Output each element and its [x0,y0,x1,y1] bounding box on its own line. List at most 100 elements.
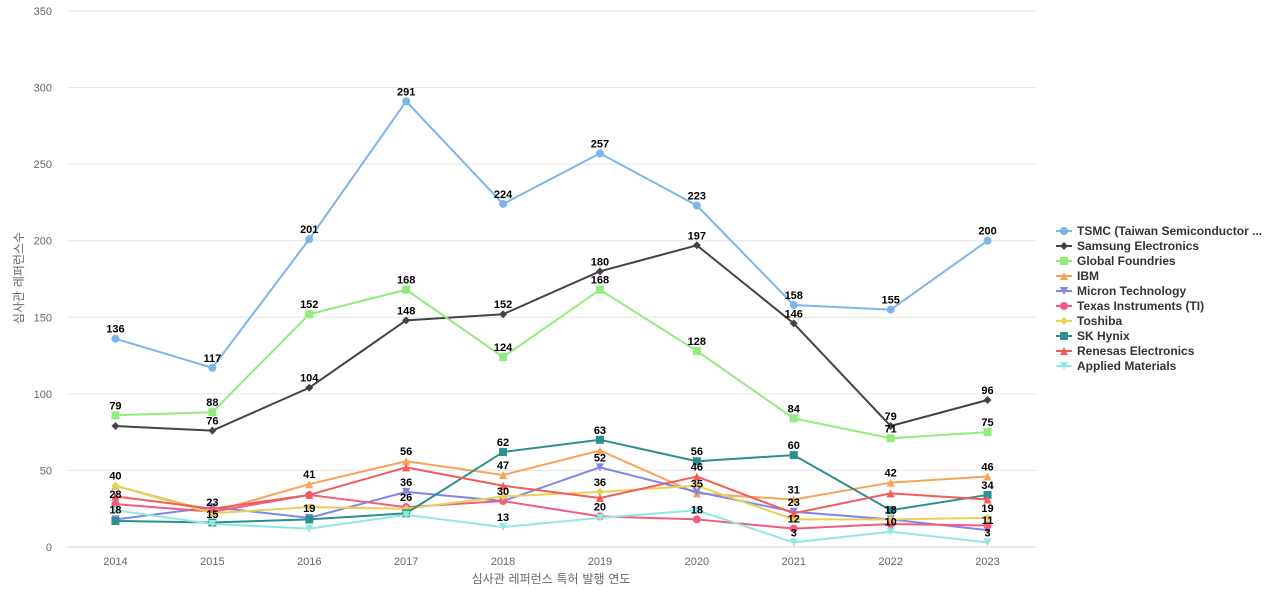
data-point[interactable] [402,285,411,294]
data-point[interactable] [111,500,120,509]
data-point[interactable] [983,428,992,437]
data-point[interactable] [595,267,604,276]
series-line[interactable] [114,438,989,524]
data-point[interactable] [789,495,798,504]
data-point[interactable] [692,472,701,481]
data-point[interactable] [789,524,798,533]
legend-marker[interactable] [1060,287,1068,295]
data-point[interactable] [983,236,992,245]
legend-marker[interactable] [1060,362,1068,370]
data-point[interactable] [789,451,798,460]
series-line[interactable] [114,449,989,513]
series-line[interactable] [114,484,989,521]
data-point[interactable] [402,97,411,106]
data-point[interactable] [499,471,508,480]
data-point[interactable] [305,524,314,533]
data-point[interactable] [595,149,604,158]
legend-marker[interactable] [1060,302,1068,310]
data-point[interactable] [305,503,314,512]
data-point[interactable] [111,481,120,490]
data-point[interactable] [692,515,701,524]
data-point[interactable] [499,448,508,457]
data-point[interactable] [983,521,992,530]
data-point[interactable] [499,497,508,506]
legend-item[interactable]: IBM [1056,269,1099,283]
data-point[interactable] [595,487,604,496]
data-point[interactable] [789,515,798,524]
data-point[interactable] [111,506,120,515]
data-point[interactable] [305,235,314,244]
data-point[interactable] [595,285,604,294]
data-point[interactable] [692,241,701,250]
data-point[interactable] [692,506,701,515]
legend-marker[interactable] [1060,332,1068,340]
data-point[interactable] [499,353,508,362]
data-point[interactable] [402,510,411,519]
data-point[interactable] [886,305,895,314]
series-line[interactable] [114,100,989,369]
series-line[interactable] [114,288,989,440]
data-point[interactable] [111,422,120,431]
data-point[interactable] [595,513,604,522]
legend-marker[interactable] [1060,317,1068,325]
data-point[interactable] [305,310,314,319]
data-point[interactable] [983,495,992,504]
data-point[interactable] [789,538,798,547]
data-point[interactable] [692,457,701,466]
data-point[interactable] [595,463,604,472]
data-point[interactable] [595,446,604,455]
data-point[interactable] [208,520,217,529]
data-point[interactable] [595,435,604,444]
data-point[interactable] [499,199,508,208]
data-point[interactable] [208,363,217,372]
data-point[interactable] [692,481,701,490]
series-line[interactable] [114,493,989,530]
series-line[interactable] [114,466,989,532]
data-point[interactable] [499,310,508,319]
data-point[interactable] [208,426,217,435]
data-point[interactable] [111,492,120,501]
data-point[interactable] [886,527,895,536]
data-point[interactable] [499,523,508,532]
data-point[interactable] [402,487,411,496]
legend-marker[interactable] [1060,272,1068,280]
series-line[interactable] [114,244,989,432]
data-point[interactable] [886,506,895,515]
data-point[interactable] [886,489,895,498]
data-point[interactable] [499,481,508,490]
data-point[interactable] [789,319,798,328]
data-point[interactable] [305,515,314,524]
data-point[interactable] [208,509,217,518]
data-point[interactable] [886,478,895,487]
data-point[interactable] [402,463,411,472]
data-point[interactable] [789,414,798,423]
legend-marker[interactable] [1060,227,1068,235]
data-point[interactable] [886,434,895,443]
legend-item[interactable]: Global Foundries [1056,254,1176,268]
legend-item[interactable]: Micron Technology [1056,284,1186,298]
data-point[interactable] [305,480,314,489]
data-point[interactable] [111,334,120,343]
data-point[interactable] [111,411,120,420]
data-point[interactable] [402,457,411,466]
data-point[interactable] [499,492,508,501]
data-point[interactable] [983,395,992,404]
data-point[interactable] [595,493,604,502]
data-point[interactable] [789,301,798,310]
data-point[interactable] [208,504,217,513]
legend-item[interactable]: Applied Materials [1056,359,1177,373]
data-point[interactable] [111,516,120,525]
legend-marker[interactable] [1060,257,1068,265]
legend-marker[interactable] [1060,242,1068,250]
data-point[interactable] [983,538,992,547]
series-line[interactable] [114,509,989,544]
data-point[interactable] [402,316,411,325]
data-point[interactable] [692,201,701,210]
legend-marker[interactable] [1060,347,1068,355]
data-point[interactable] [692,346,701,355]
legend-item[interactable]: Renesas Electronics [1056,344,1195,358]
legend-item[interactable]: Samsung Electronics [1056,239,1199,253]
data-point[interactable] [983,472,992,481]
legend-item[interactable]: Texas Instruments (TI) [1056,299,1204,313]
data-point[interactable] [886,422,895,431]
